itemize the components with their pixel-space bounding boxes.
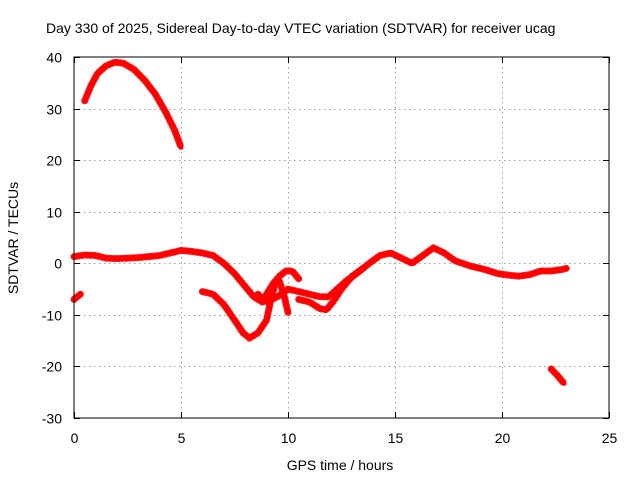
series-arc-dip-jitter: [198, 277, 292, 342]
x-tick-label: 15: [388, 430, 404, 446]
y-tick-label: -30: [42, 411, 62, 427]
grid: [74, 57, 609, 418]
series-arc-main-early-jitter: [70, 246, 303, 306]
x-axis-label: GPS time / hours: [287, 457, 394, 473]
series-arc-high-jitter: [81, 58, 185, 151]
plot-frame: [73, 56, 610, 419]
chart-title: Day 330 of 2025, Sidereal Day-to-day VTE…: [46, 20, 555, 36]
y-tick-label: -10: [42, 308, 62, 324]
x-tick-labels: 0 5 10 15 20 25: [71, 430, 618, 446]
y-tick-label: 30: [46, 102, 62, 118]
y-tick-labels: -30 -20 -10 0 10 20 30 40: [42, 50, 62, 427]
y-axis-label: SDTVAR / TECUs: [5, 182, 21, 294]
series-arc-end-jitter: [547, 365, 568, 387]
x-tick-label: 25: [602, 430, 618, 446]
x-tick-label: 10: [281, 430, 297, 446]
x-tick-label: 20: [495, 430, 511, 446]
plot-series: [70, 58, 570, 387]
series-arc-start-jitter: [70, 290, 84, 303]
y-tick-label: 20: [46, 153, 62, 169]
y-tick-label: 0: [54, 256, 62, 272]
series-arc-low-branch-jitter: [295, 264, 367, 314]
series-arc-main-late-jitter: [254, 244, 570, 306]
y-tick-label: -20: [42, 359, 62, 375]
x-tick-label: 5: [178, 430, 186, 446]
x-tick-label: 0: [71, 430, 79, 446]
y-tick-label: 40: [46, 50, 62, 66]
y-tick-label: 10: [46, 205, 62, 221]
axis-ticks: [74, 57, 610, 419]
